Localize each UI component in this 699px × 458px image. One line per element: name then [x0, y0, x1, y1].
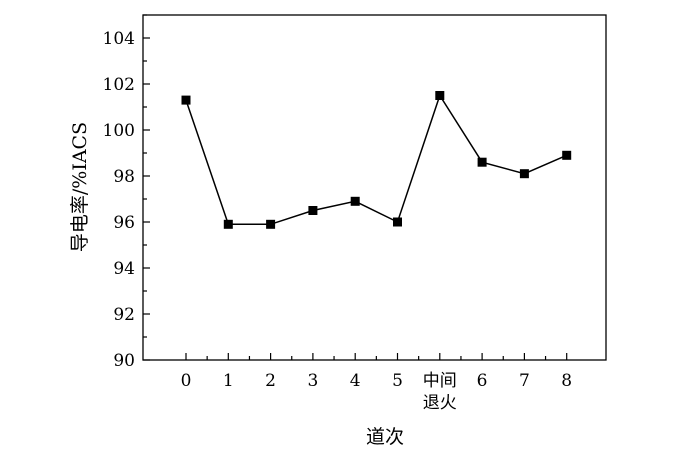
y-tick-label: 102 [103, 75, 135, 95]
y-tick-label: 90 [113, 351, 135, 371]
data-point [266, 219, 276, 229]
x-tick-label: 4 [350, 371, 361, 391]
y-tick-label: 96 [113, 213, 135, 233]
y-axis-title: 导电率/%IACS [69, 122, 91, 252]
y-tick-label: 92 [113, 305, 135, 325]
data-point [519, 169, 529, 179]
y-tick-label: 100 [103, 121, 135, 141]
x-axis-title: 道次 [366, 426, 404, 448]
x-tick-label-line: 退火 [423, 393, 457, 413]
y-tick-label: 104 [103, 29, 135, 49]
y-tick-label: 98 [113, 167, 135, 187]
x-tick-label: 8 [561, 371, 572, 391]
y-tick-label: 94 [113, 259, 135, 279]
x-tick-label-line: 7 [519, 371, 530, 391]
data-point [308, 206, 318, 215]
ticks-layer: 90 92 94 96 98 100 102 104 0 1 2 3 4 5 中间退火 6 7 8 [103, 14, 572, 413]
data-point [223, 219, 233, 229]
x-tick-label: 中间退火 [423, 371, 457, 413]
axes-layer [142, 14, 607, 361]
data-point [477, 157, 487, 167]
x-tick-label-line: 4 [350, 371, 361, 391]
x-tick-label-line: 0 [181, 371, 192, 391]
x-tick-label-line: 8 [561, 371, 572, 391]
series-layer [181, 91, 572, 229]
data-point [435, 91, 445, 100]
x-tick-label-line: 3 [307, 371, 318, 391]
x-tick-label: 7 [519, 371, 530, 391]
x-tick-label: 0 [181, 371, 192, 391]
data-point [181, 95, 191, 105]
data-point [350, 196, 360, 206]
x-tick-label: 6 [477, 371, 488, 391]
data-point [393, 217, 402, 227]
x-tick-label: 2 [265, 371, 276, 391]
x-tick-label-line: 中间 [423, 371, 457, 391]
x-tick-label: 5 [392, 371, 403, 391]
x-tick-label: 3 [307, 371, 318, 391]
x-tick-label-line: 5 [392, 371, 403, 391]
plot-frame [142, 14, 607, 361]
x-tick-label-line: 1 [223, 371, 234, 391]
x-tick-label: 1 [223, 371, 234, 391]
x-tick-label-line: 2 [265, 371, 276, 391]
series-line [185, 93, 567, 226]
x-tick-label-line: 6 [477, 371, 488, 391]
data-point [562, 150, 572, 160]
